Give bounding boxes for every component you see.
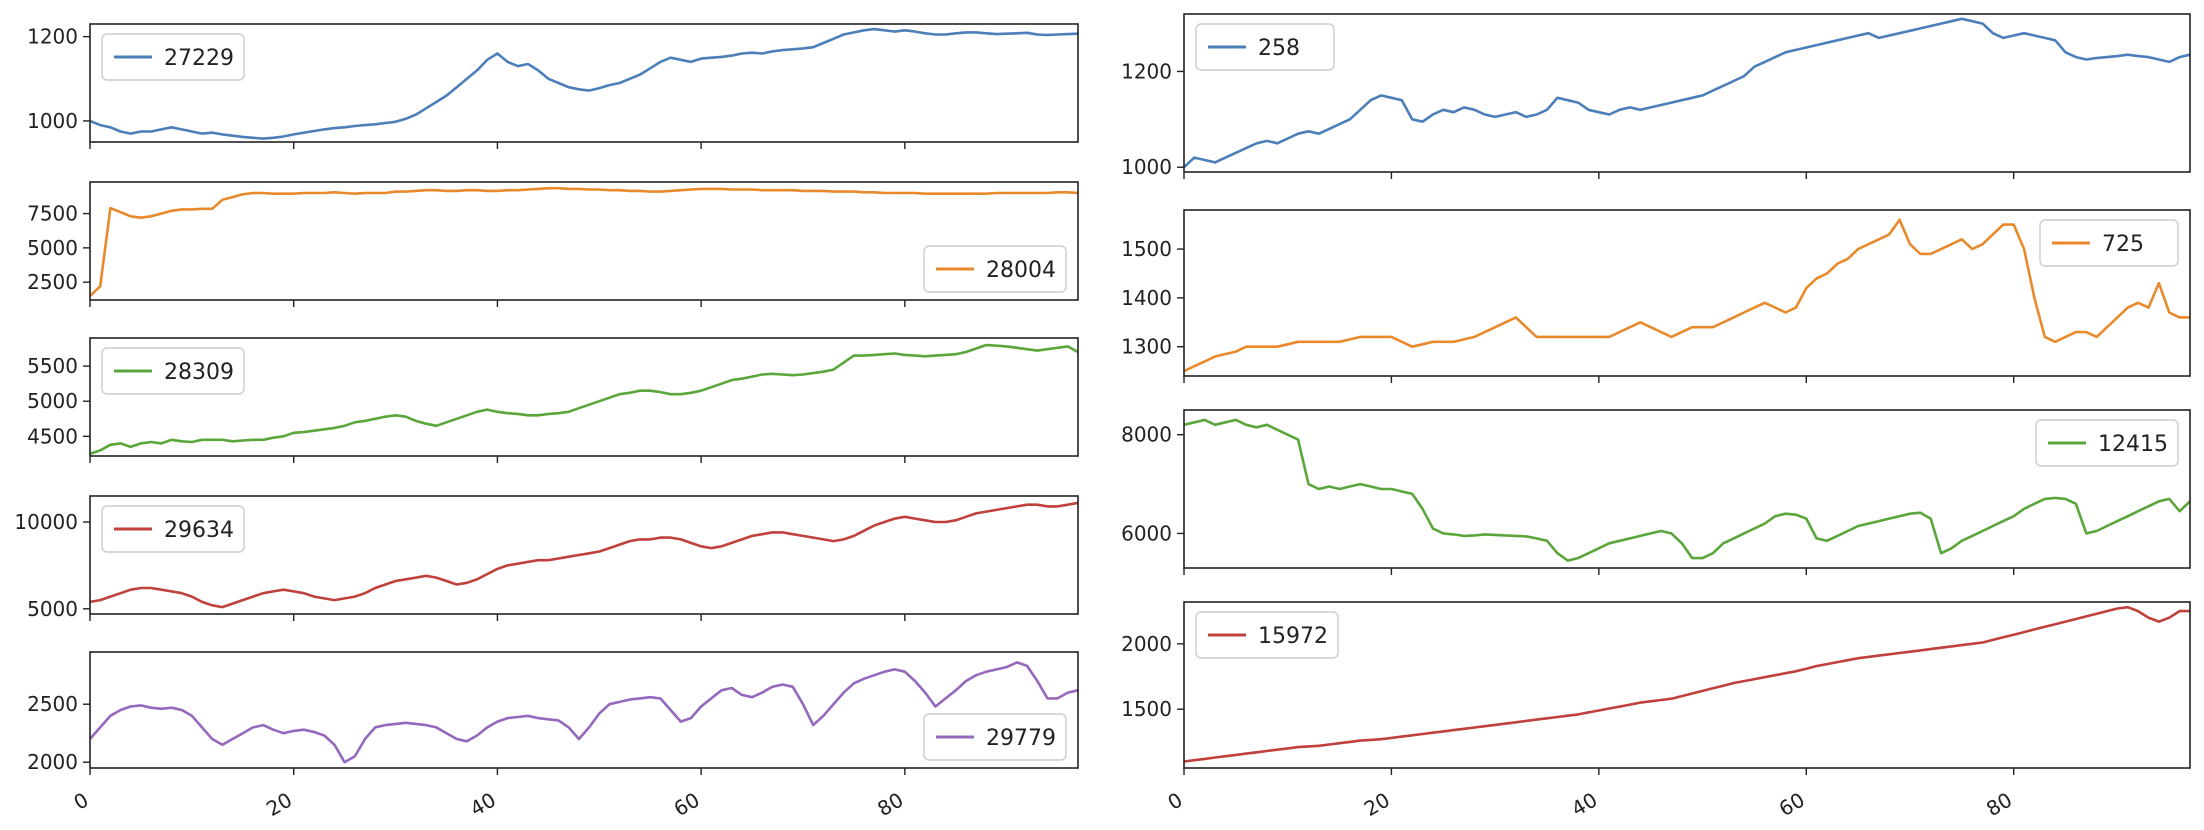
legend: 15972 [1195, 611, 1339, 659]
subplot-left-5: 2000 2500 0 20 40 60 80 29779 [27, 651, 1079, 822]
legend: 28309 [101, 347, 245, 395]
legend: 28004 [923, 245, 1067, 293]
series-line-28004 [89, 186, 1079, 297]
series-line-258 [1183, 17, 2191, 169]
legend-label: 258 [1258, 36, 1300, 61]
subplot-right-3: 6000 8000 12415 [1121, 409, 2191, 575]
y-tick-label: 2500 [27, 692, 78, 716]
plot-frame [89, 181, 1079, 301]
y-tick-label: 10000 [14, 510, 78, 534]
y-tick-label: 7500 [27, 202, 78, 226]
legend-label: 28309 [164, 360, 234, 385]
legend-label: 12415 [2098, 432, 2168, 457]
plot-frame [89, 651, 1079, 769]
plot-frame [89, 23, 1079, 143]
y-tick-label: 1200 [1121, 59, 1172, 83]
y-tick-label: 5000 [27, 597, 78, 621]
subplot-left-4: 5000 10000 29634 [14, 495, 1079, 621]
plot-frame [89, 337, 1079, 457]
y-tick-label: 2000 [1121, 632, 1172, 656]
legend: 725 [2039, 219, 2179, 267]
legend-label: 28004 [986, 258, 1056, 283]
x-tick-label: 20 [1360, 788, 1394, 822]
y-tick-label: 8000 [1121, 423, 1172, 447]
y-tick-label: 1400 [1121, 286, 1172, 310]
legend-label: 725 [2102, 232, 2144, 257]
legend-box [2039, 219, 2179, 267]
plot-frame [1183, 13, 2191, 173]
series-line-29634 [89, 501, 1079, 609]
y-tick-label: 1000 [1121, 155, 1172, 179]
x-tick-label: 60 [1775, 788, 1809, 822]
y-tick-label: 4500 [27, 424, 78, 448]
x-tick-label: 80 [1982, 788, 2016, 822]
x-tick-label: 0 [1163, 788, 1186, 815]
y-tick-label: 1500 [1121, 697, 1172, 721]
y-tick-label: 1000 [27, 109, 78, 133]
plot-frame [1183, 209, 2191, 377]
legend-box [923, 713, 1067, 761]
y-tick-label: 1300 [1121, 335, 1172, 359]
subplot-right-4: 1500 2000 0 20 40 60 80 15972 [1121, 601, 2191, 822]
subplot-left-2: 2500 5000 7500 28004 [27, 181, 1079, 307]
legend-label: 29634 [164, 518, 234, 543]
plot-frame [89, 495, 1079, 615]
series-line-15972 [1183, 605, 2190, 763]
x-tick-label: 20 [262, 788, 296, 822]
series-line-29779 [89, 661, 1079, 764]
x-tick-label: 60 [670, 788, 704, 822]
y-tick-label: 5000 [27, 236, 78, 260]
subplot-left-1: 1000 1200 27229 [27, 23, 1079, 149]
legend-box [101, 347, 245, 395]
legend-box [1195, 611, 1339, 659]
subplot-right-1: 1000 1200 258 [1121, 13, 2191, 179]
y-tick-label: 1500 [1121, 237, 1172, 261]
legend: 12415 [2035, 419, 2179, 467]
x-tick-label: 40 [466, 788, 500, 822]
plot-frame [1183, 409, 2191, 569]
legend-box [1195, 23, 1335, 71]
legend-box [101, 33, 245, 81]
y-tick-label: 2500 [27, 270, 78, 294]
legend-box [923, 245, 1067, 293]
series-line-12415 [1183, 418, 2191, 562]
x-tick-label: 0 [69, 788, 92, 815]
legend-label: 27229 [164, 46, 234, 71]
x-tick-label: 80 [873, 788, 907, 822]
legend: 29779 [923, 713, 1067, 761]
y-tick-label: 5500 [27, 354, 78, 378]
legend-label: 15972 [1258, 624, 1328, 649]
legend-box [2035, 419, 2179, 467]
x-tick-label: 40 [1567, 788, 1601, 822]
y-tick-label: 1200 [27, 25, 78, 49]
legend: 258 [1195, 23, 1335, 71]
legend: 29634 [101, 505, 245, 553]
y-tick-label: 5000 [27, 389, 78, 413]
legend-label: 29779 [986, 726, 1056, 751]
series-line-28309 [89, 343, 1079, 456]
legend: 27229 [101, 33, 245, 81]
legend-box [101, 505, 245, 553]
series-line-27229 [89, 27, 1079, 140]
subplot-left-3: 4500 5000 5500 28309 [27, 337, 1079, 463]
series-line-725 [1183, 218, 2190, 373]
y-tick-label: 2000 [27, 750, 78, 774]
plot-frame [1183, 601, 2191, 769]
y-tick-label: 6000 [1121, 521, 1172, 545]
subplot-right-2: 1300 1400 1500 725 [1121, 209, 2191, 383]
